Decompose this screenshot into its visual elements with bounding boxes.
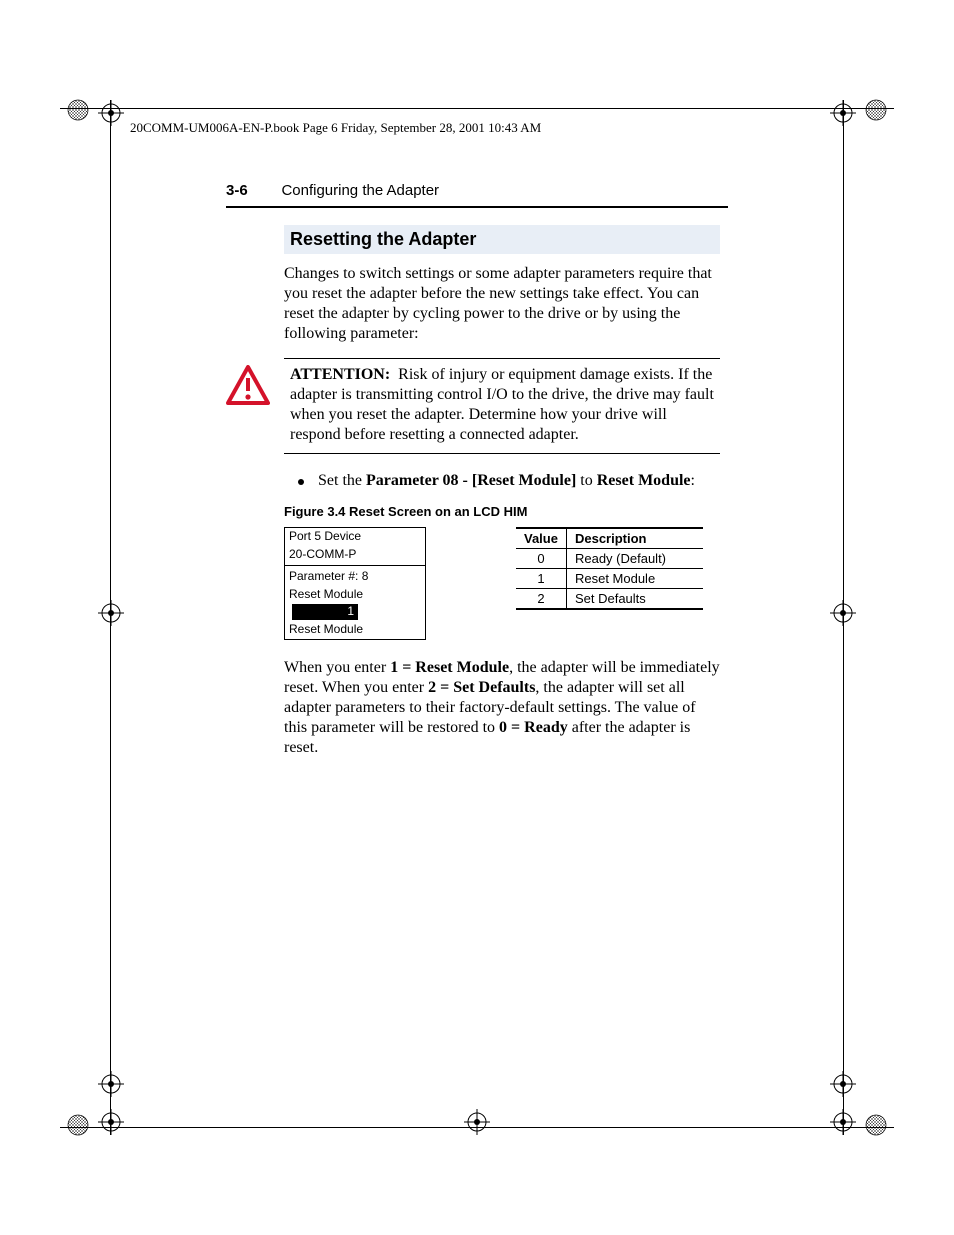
attention-block: ATTENTION: Risk of injury or equipment d… <box>284 358 720 454</box>
reg-target-br2 <box>830 1071 856 1097</box>
lcd-line-1: Port 5 Device <box>285 528 425 546</box>
attention-label: ATTENTION: <box>290 366 390 383</box>
reg-target-tr <box>830 100 856 126</box>
attention-text: ATTENTION: Risk of injury or equipment d… <box>284 365 720 445</box>
bullet-icon <box>298 479 304 485</box>
section-heading: Resetting the Adapter <box>284 225 720 254</box>
reg-target-br <box>830 1109 856 1135</box>
value-table: Value Description 0Ready (Default) 1Rese… <box>516 527 703 610</box>
figure-caption: Figure 3.4 Reset Screen on an LCD HIM <box>284 504 720 519</box>
lcd-line-4: Reset Module <box>285 586 425 604</box>
page-number: 3-6 <box>226 182 248 199</box>
warning-icon <box>226 365 270 405</box>
reg-target-tl <box>98 100 124 126</box>
table-row: 2Set Defaults <box>516 589 703 610</box>
table-header-desc: Description <box>566 528 703 549</box>
reg-target-bm <box>477 1109 490 1135</box>
table-row: 0Ready (Default) <box>516 549 703 569</box>
reg-target-bl <box>98 1109 124 1135</box>
table-row: 1Reset Module <box>516 569 703 589</box>
closing-paragraph: When you enter 1 = Reset Module, the ada… <box>284 658 720 758</box>
page-content: Resetting the Adapter Changes to switch … <box>284 225 720 772</box>
figure-row: Port 5 Device 20-COMM-P Parameter #: 8 R… <box>284 527 720 640</box>
lcd-screen: Port 5 Device 20-COMM-P Parameter #: 8 R… <box>284 527 426 640</box>
doc-header: 20COMM-UM006A-EN-P.book Page 6 Friday, S… <box>130 120 541 136</box>
table-header-value: Value <box>516 528 566 549</box>
lcd-line-3: Parameter #: 8 <box>285 568 425 586</box>
lcd-line-5: 1 <box>285 603 425 621</box>
lcd-line-6: Reset Module <box>285 621 425 639</box>
reg-target-bl2 <box>98 1071 124 1097</box>
lcd-line-2: 20-COMM-P <box>285 546 425 564</box>
intro-paragraph: Changes to switch settings or some adapt… <box>284 264 720 344</box>
bullet-text: Set the Parameter 08 - [Reset Module] to… <box>318 472 695 490</box>
reg-target-mr <box>830 600 856 626</box>
reg-target-ml <box>98 600 124 626</box>
bullet-item: Set the Parameter 08 - [Reset Module] to… <box>284 472 720 490</box>
page-header: 3-6 Configuring the Adapter <box>226 182 728 208</box>
chapter-title: Configuring the Adapter <box>281 182 439 199</box>
